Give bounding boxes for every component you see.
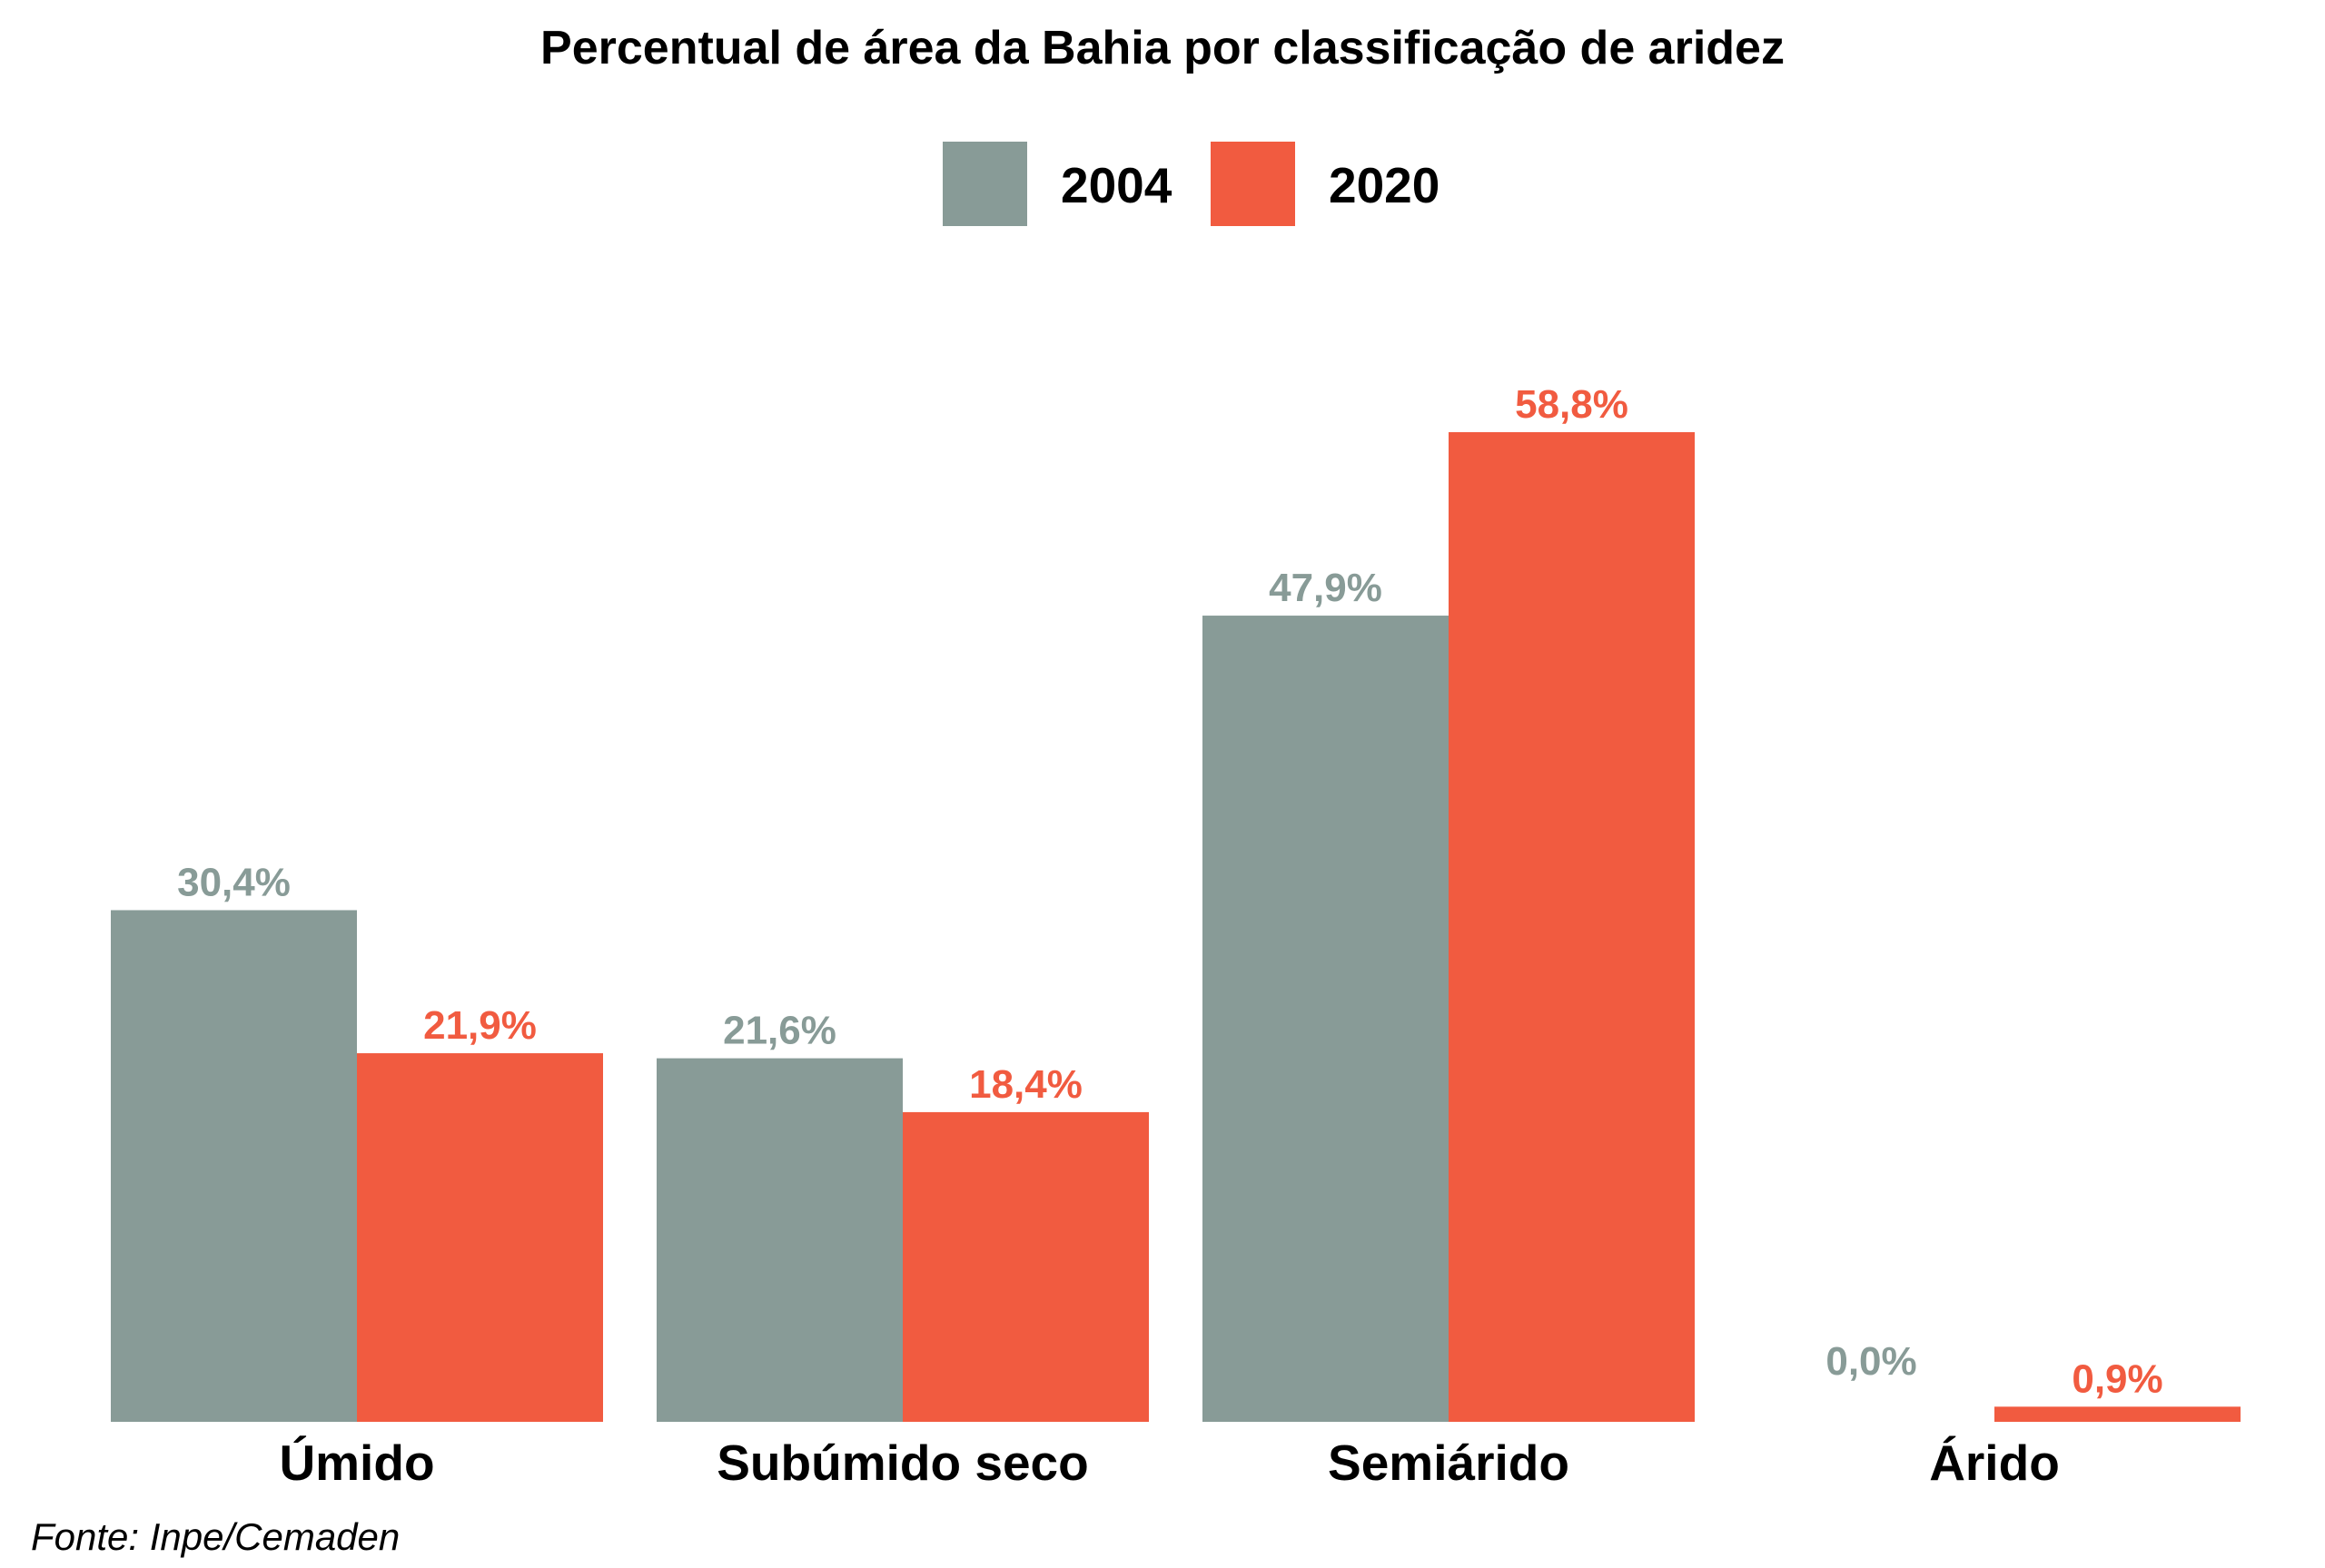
bar-label-2004-3: 0,0%	[1825, 1339, 1916, 1384]
bar-label-2020-3: 0,9%	[2072, 1356, 2162, 1401]
bar-2004-1	[657, 1058, 903, 1422]
bar-2004-0	[111, 910, 357, 1422]
legend-swatch-2020	[1211, 142, 1295, 226]
bar-2020-2	[1449, 432, 1695, 1422]
category-label-3: Árido	[1929, 1435, 2060, 1491]
chart-source: Fonte: Inpe/Cemaden	[31, 1515, 401, 1558]
bar-2020-1	[903, 1111, 1149, 1422]
legend-label-2020: 2020	[1329, 157, 1440, 213]
category-label-2: Semiárido	[1328, 1435, 1569, 1491]
category-label-0: Úmido	[279, 1435, 434, 1491]
bar-label-2004-2: 47,9%	[1269, 566, 1382, 610]
legend-swatch-2004	[943, 142, 1027, 226]
bar-label-2004-1: 21,6%	[723, 1009, 836, 1053]
bar-2020-3	[1994, 1406, 2241, 1422]
bar-2020-0	[357, 1053, 603, 1422]
bar-label-2020-2: 58,8%	[1515, 382, 1628, 427]
category-label-1: Subúmido seco	[717, 1435, 1089, 1491]
chart-title: Percentual de área da Bahia por classifi…	[540, 22, 1785, 74]
bar-2004-2	[1202, 616, 1449, 1422]
bar-label-2020-0: 21,9%	[423, 1003, 537, 1048]
bar-label-2004-0: 30,4%	[177, 860, 291, 904]
legend-label-2004: 2004	[1061, 157, 1172, 213]
bar-label-2020-1: 18,4%	[969, 1062, 1083, 1107]
